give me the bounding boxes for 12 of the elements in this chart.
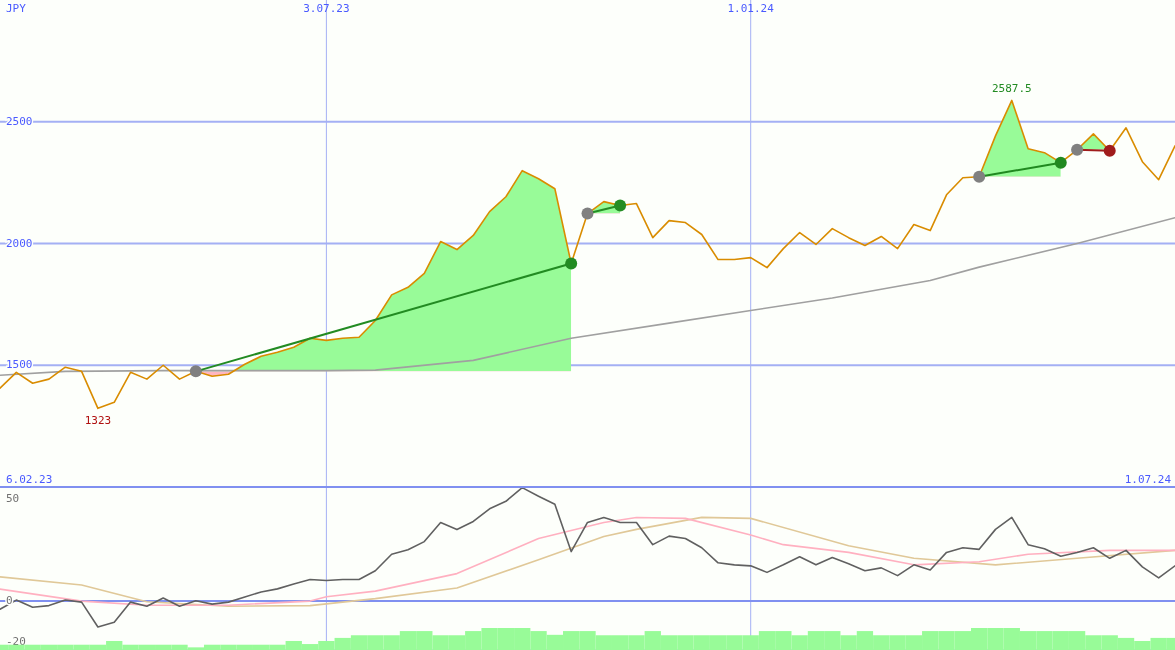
y-tick-label: 2000 xyxy=(6,236,33,250)
annotation: 6.02.23 xyxy=(6,473,53,486)
y-axis-title: JPY xyxy=(6,2,27,15)
annotation: 1.07.24 xyxy=(1124,473,1172,486)
y-tick-label: 2500 xyxy=(6,114,33,128)
y-tick-label: 50 xyxy=(6,492,20,506)
annotation: 2587.5 xyxy=(991,82,1032,96)
y-tick-label: -20 xyxy=(6,634,26,648)
x-tick-label: 3.07.23 xyxy=(303,2,350,15)
y-tick-label: 1500 xyxy=(6,358,33,372)
x-tick-label: 1.01.24 xyxy=(727,2,775,15)
annotation: 1323 xyxy=(84,414,112,428)
